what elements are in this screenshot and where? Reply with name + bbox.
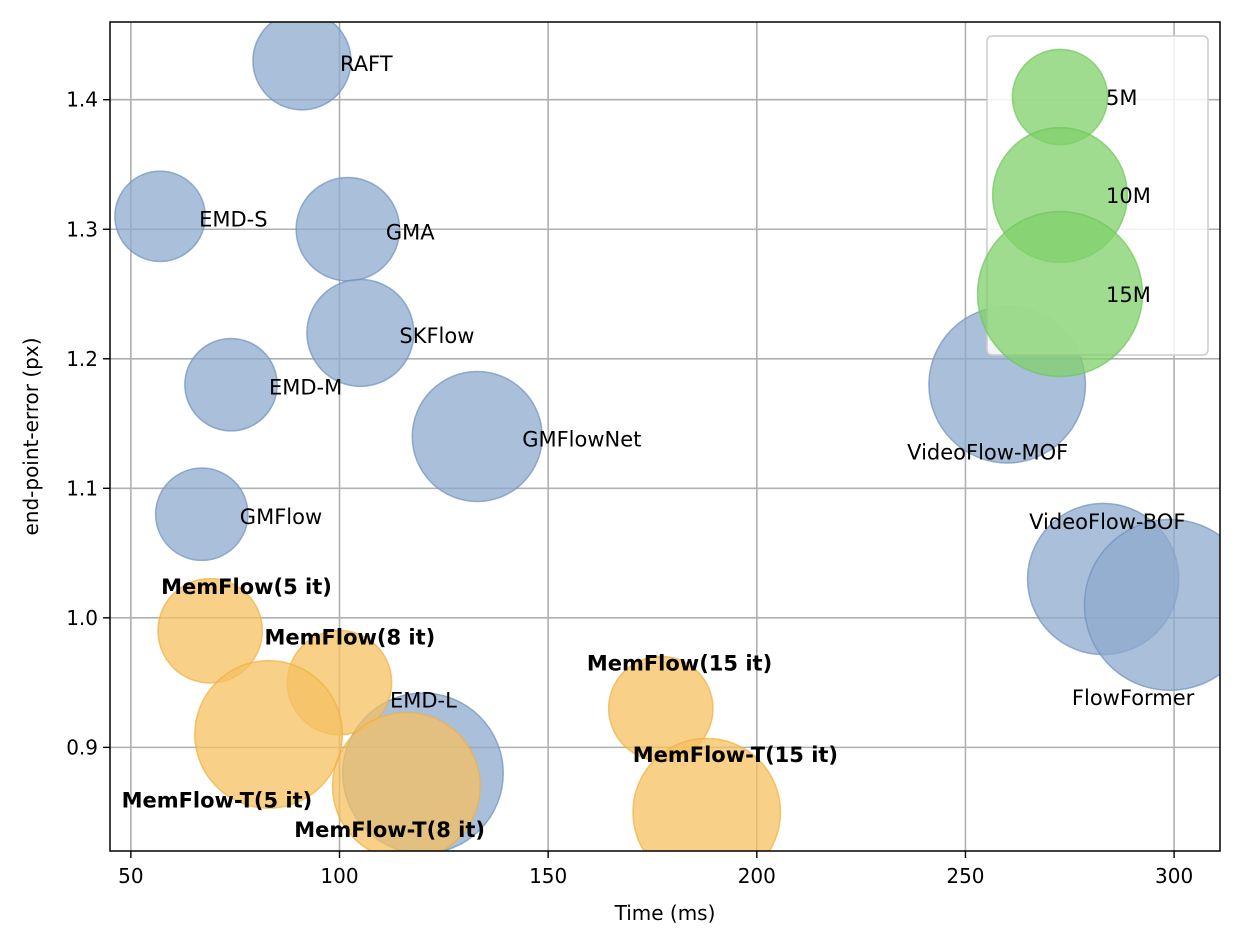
point-label-memflow-t-15-it: MemFlow-T(15 it)	[633, 743, 838, 767]
bubble-memflow-t-8-it	[331, 711, 481, 851]
x-tick-label: 200	[738, 864, 776, 888]
bubble-emd-m	[184, 337, 278, 432]
legend-label: 15M	[1106, 283, 1151, 307]
y-tick-label: 1.3	[66, 217, 98, 241]
bubble-skflow	[306, 278, 415, 388]
bubble-emd-s	[114, 170, 207, 263]
x-tick-label: 250	[946, 864, 984, 888]
bubble-memflow-5-it	[157, 577, 264, 684]
point-label-gmflownet: GMFlowNet	[522, 428, 641, 452]
point-label-gma: GMA	[386, 220, 435, 244]
bubbles	[114, 22, 1220, 851]
legend-label: 5M	[1106, 86, 1137, 110]
point-label-raft: RAFT	[340, 52, 393, 76]
bubble-gma	[295, 176, 401, 282]
y-tick-label: 1.4	[66, 88, 98, 112]
legend: 5M 10M 15M	[976, 35, 1209, 378]
y-axis-label: end-point-error (px)	[19, 337, 43, 535]
bubble-raft	[252, 22, 352, 111]
y-tick-label: 0.9	[66, 735, 98, 759]
y-tick-label: 1.1	[66, 476, 98, 500]
plot-frame	[109, 21, 1221, 852]
point-label-skflow: SKFlow	[399, 324, 474, 348]
bubble-gmflownet	[411, 370, 543, 503]
point-labels: RAFT EMD-S GMA SKFlow EMD-M GMFlowNet GMFlow Vi…	[122, 52, 1195, 842]
point-label-memflow-t-8-it: MemFlow-T(8 it)	[294, 818, 485, 842]
bubble-flowformer	[1083, 518, 1220, 692]
y-tick-label: 1.2	[66, 347, 98, 371]
axis-ticks: 50 100 150 200 250 300 0.9 1.0 1.1 1.2 1.3 1.4	[66, 88, 1193, 888]
x-tick-label: 100	[320, 864, 358, 888]
point-label-memflow-15-it: MemFlow(15 it)	[587, 652, 772, 676]
point-label-emd-m: EMD-M	[269, 376, 342, 400]
point-label-memflow-5-it: MemFlow(5 it)	[161, 575, 332, 599]
point-label-memflow-8-it: MemFlow(8 it)	[265, 626, 436, 650]
x-tick-label: 150	[529, 864, 567, 888]
bubble-memflow-t-5-it	[194, 659, 344, 809]
point-label-memflow-t-5-it: MemFlow-T(5 it)	[122, 788, 313, 812]
legend-bubble	[976, 210, 1144, 378]
x-axis-label: Time (ms)	[614, 901, 716, 925]
point-label-flowformer: FlowFormer	[1072, 686, 1195, 710]
x-tick-label: 50	[118, 864, 143, 888]
bubble-gmflow	[154, 467, 249, 562]
point-label-emd-s: EMD-S	[199, 207, 267, 231]
point-label-emd-l: EMD-L	[390, 688, 457, 712]
bubble-memflow-t-15-it	[632, 737, 782, 851]
point-label-gmflow: GMFlow	[240, 505, 322, 529]
y-tick-label: 1.0	[66, 606, 98, 630]
legend-label: 10M	[1106, 184, 1151, 208]
x-tick-label: 300	[1155, 864, 1193, 888]
point-label-videoflow-bof: VideoFlow-BOF	[1029, 510, 1185, 534]
point-label-videoflow-mof: VideoFlow-MOF	[907, 441, 1068, 465]
